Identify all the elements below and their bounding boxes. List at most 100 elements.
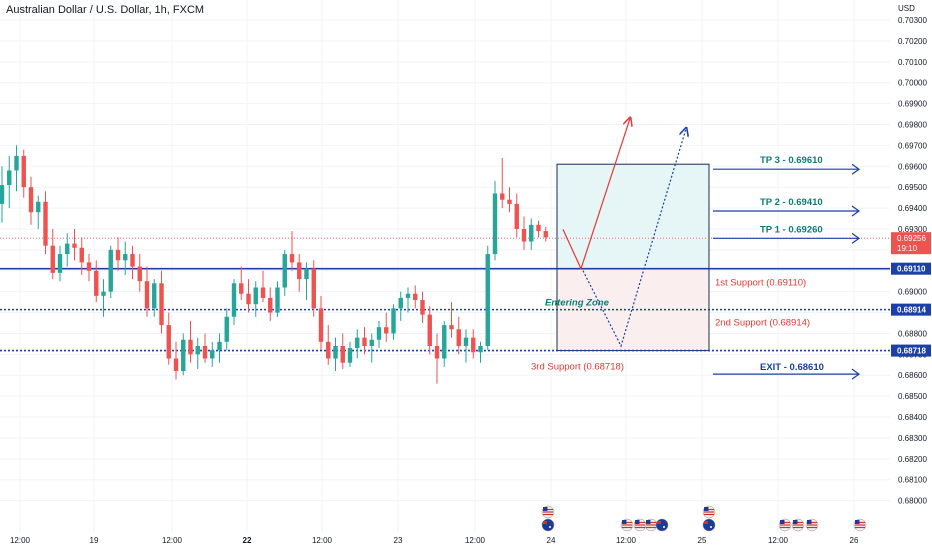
candle-body bbox=[36, 201, 41, 213]
candle-body bbox=[485, 254, 490, 346]
candle-body bbox=[72, 243, 77, 248]
au-flag-icon[interactable] bbox=[655, 518, 669, 532]
y-tick-label: 0.69300 bbox=[898, 225, 927, 234]
x-tick-label: 12:00 bbox=[312, 536, 333, 545]
candle-body bbox=[536, 224, 541, 232]
candle-body bbox=[355, 337, 360, 349]
x-tick-label: 12:00 bbox=[616, 536, 637, 545]
tp1-label: TP 1 - 0.69260 bbox=[760, 224, 823, 235]
y-tick-label: 0.69900 bbox=[898, 100, 927, 109]
tp3-arrow-head bbox=[851, 163, 861, 175]
candle-body bbox=[217, 341, 222, 351]
candle-body bbox=[507, 199, 512, 204]
candle-body bbox=[405, 293, 411, 298]
current-price-text: 0.69256 bbox=[897, 234, 926, 243]
candle-body bbox=[391, 308, 396, 334]
candle-body bbox=[14, 155, 19, 171]
x-tick-label: 22 bbox=[243, 536, 252, 545]
candle-body bbox=[282, 254, 287, 288]
candle-body bbox=[210, 350, 215, 359]
us-flag-icon[interactable] bbox=[620, 518, 634, 532]
candle-body bbox=[514, 203, 519, 229]
candle-body bbox=[123, 254, 128, 261]
candle-body bbox=[253, 287, 258, 305]
y-axis-unit: USD bbox=[898, 4, 915, 13]
red-projection-arrow bbox=[562, 118, 630, 271]
level-price-tag bbox=[891, 262, 931, 275]
y-tick-label: 0.69700 bbox=[898, 141, 927, 150]
candle-body bbox=[21, 155, 26, 188]
level-price-tag bbox=[891, 303, 931, 316]
x-tick-label: 23 bbox=[394, 536, 403, 545]
candle-body bbox=[50, 245, 55, 273]
us-flag-icon[interactable] bbox=[633, 518, 647, 532]
au-flag-icon[interactable] bbox=[541, 518, 555, 532]
candle-body bbox=[362, 337, 367, 346]
tp1-arrow-head bbox=[851, 232, 861, 244]
us-flag-icon[interactable] bbox=[541, 505, 555, 519]
y-tick-label: 0.68100 bbox=[898, 476, 927, 485]
candle-body bbox=[304, 268, 309, 280]
tp2-arrow-head bbox=[851, 205, 861, 217]
y-tick-label: 0.69400 bbox=[898, 204, 927, 213]
y-tick-label: 0.68500 bbox=[898, 392, 927, 401]
candle-body bbox=[297, 262, 302, 280]
current-price-tag bbox=[891, 232, 931, 255]
au-flag-icon[interactable] bbox=[702, 518, 716, 532]
candle-body bbox=[500, 193, 505, 200]
us-flag-icon[interactable] bbox=[778, 518, 792, 532]
countdown-text: 19:10 bbox=[897, 244, 918, 253]
us-flag-icon[interactable] bbox=[644, 518, 658, 532]
candle-body bbox=[166, 325, 171, 359]
support2-label: 2nd Support (0.68914) bbox=[715, 318, 810, 329]
y-tick-label: 0.68600 bbox=[898, 371, 927, 380]
candle-body bbox=[521, 228, 527, 242]
candle-body bbox=[7, 170, 12, 186]
candle-body bbox=[57, 254, 63, 273]
x-tick-label: 25 bbox=[698, 536, 707, 545]
us-flag-icon[interactable] bbox=[791, 518, 805, 532]
candle-body bbox=[333, 345, 338, 359]
candle-body bbox=[449, 325, 454, 330]
candle-body bbox=[130, 254, 135, 267]
candle-body bbox=[43, 201, 48, 246]
candle-body bbox=[275, 287, 280, 313]
entering-zone-label: Entering Zone bbox=[545, 298, 610, 309]
blue-projection-arrow bbox=[582, 129, 686, 348]
exit-label: EXIT - 0.68610 bbox=[760, 362, 824, 373]
y-tick-label: 0.68400 bbox=[898, 413, 927, 422]
candle-body bbox=[144, 281, 150, 309]
target-zone bbox=[556, 163, 710, 270]
candle-body bbox=[101, 291, 106, 296]
us-flag-icon[interactable] bbox=[805, 518, 819, 532]
x-tick-label: 19 bbox=[90, 536, 99, 545]
y-tick-label: 0.68000 bbox=[898, 497, 927, 506]
candle-body bbox=[492, 193, 498, 255]
y-tick-label: 0.68800 bbox=[898, 329, 927, 338]
candle-body bbox=[65, 243, 70, 255]
exit-arrow-head bbox=[851, 368, 861, 380]
level-price-tag-text: 0.68914 bbox=[897, 306, 926, 315]
x-tick-label: 12:00 bbox=[768, 536, 789, 545]
candle-body bbox=[376, 327, 382, 340]
candle-body bbox=[478, 345, 483, 353]
y-tick-label: 0.69000 bbox=[898, 288, 927, 297]
x-tick-label: 24 bbox=[547, 536, 556, 545]
candle-body bbox=[188, 339, 193, 355]
level-price-tag-text: 0.68718 bbox=[897, 347, 926, 356]
y-tick-label: 0.70000 bbox=[898, 79, 927, 88]
y-tick-label: 0.70100 bbox=[898, 58, 927, 67]
us-flag-icon[interactable] bbox=[702, 505, 716, 519]
level-price-tag bbox=[891, 344, 931, 357]
candle-body bbox=[181, 339, 186, 372]
candle-body bbox=[340, 345, 345, 363]
candle-body bbox=[239, 283, 244, 294]
candle-body bbox=[289, 254, 295, 263]
us-flag-icon[interactable] bbox=[853, 518, 867, 532]
candle-body bbox=[173, 358, 179, 372]
candle-body bbox=[427, 314, 432, 346]
candle-body bbox=[347, 348, 353, 363]
candle-body bbox=[398, 297, 403, 309]
x-tick-label: 12:00 bbox=[162, 536, 183, 545]
